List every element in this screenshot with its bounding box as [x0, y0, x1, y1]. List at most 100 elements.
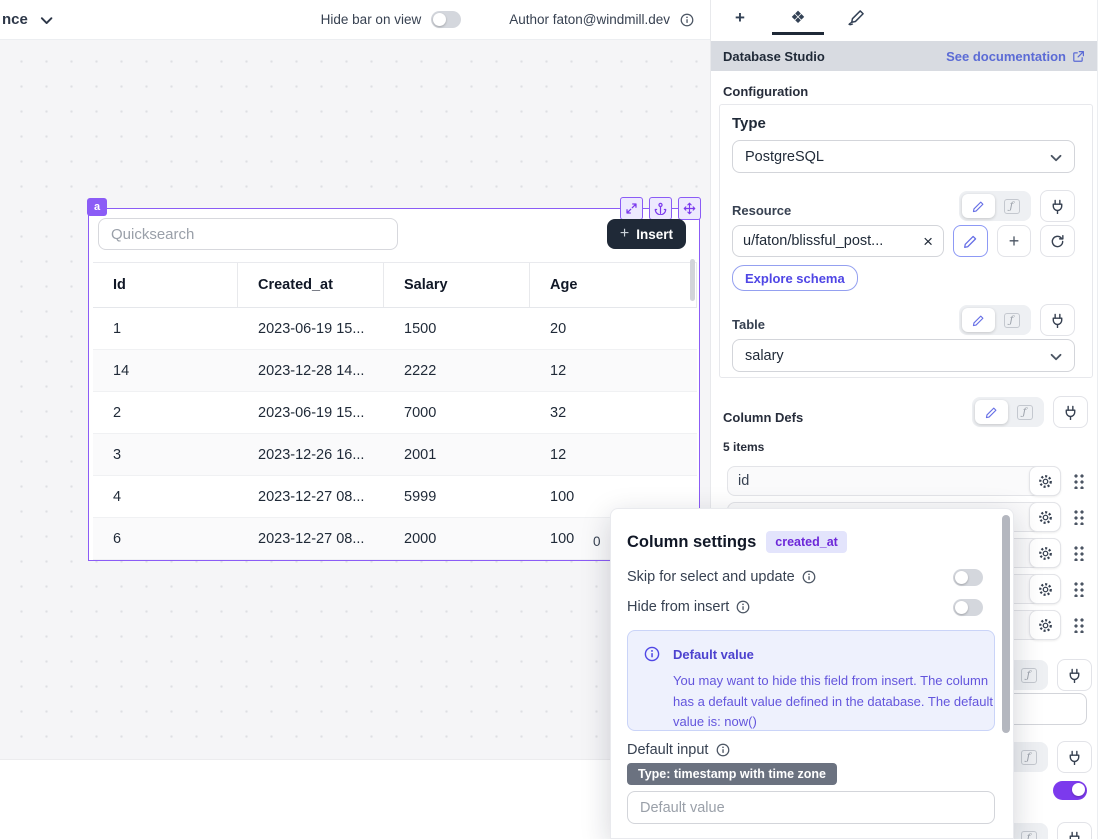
explore-schema-button[interactable]: Explore schema [732, 265, 858, 291]
drag-handle[interactable] [1073, 473, 1085, 489]
table-cell: 14 [113, 362, 130, 379]
column-def-settings-button[interactable] [1029, 466, 1061, 496]
pencil-icon [985, 407, 997, 418]
table-header-cell[interactable]: Created_at [238, 263, 384, 307]
quicksearch-input[interactable] [98, 218, 398, 250]
connect-button[interactable] [1057, 659, 1092, 691]
settings-panel: + ❖ Database Studio See documentation Co… [710, 0, 1098, 839]
table-header-cell[interactable]: Salary [384, 263, 530, 307]
table-cell: 2023-12-28 14... [258, 362, 365, 379]
popup-scrollbar[interactable] [1002, 515, 1010, 733]
table-header-cell[interactable]: Id [93, 263, 238, 307]
author-info-icon[interactable] [680, 13, 694, 27]
table-row[interactable]: 3 2023-12-26 16... 2001 12 [93, 434, 697, 476]
table-cell: 100 [550, 530, 575, 547]
table-header-cell[interactable]: Age [530, 263, 697, 307]
column-defs-eval-mode-button[interactable]: ƒ [1008, 400, 1041, 424]
skip-select-update-label: Skip for select and update [627, 569, 795, 585]
column-def-settings-button[interactable] [1029, 538, 1061, 568]
eval-mode-button[interactable]: ƒ [1012, 745, 1045, 769]
column-def-item: id [727, 466, 1087, 496]
plug-icon [1052, 313, 1063, 328]
see-documentation-link[interactable]: See documentation [946, 49, 1085, 64]
config-toggle-on[interactable] [1053, 781, 1087, 800]
panel-tabs: + ❖ [711, 0, 1097, 35]
app-name-truncated: nce [2, 11, 28, 28]
expand-component-button[interactable] [620, 197, 643, 220]
connect-button[interactable] [1057, 822, 1092, 839]
connect-button[interactable] [1057, 741, 1092, 773]
plug-icon [1069, 831, 1080, 839]
column-def-field[interactable]: id [727, 466, 1061, 496]
info-icon[interactable] [802, 570, 816, 584]
table-mode-pillgroup: ƒ [959, 305, 1031, 335]
table-row[interactable]: 14 2023-12-28 14... 2222 12 [93, 350, 697, 392]
resource-input[interactable]: u/faton/blissful_post... × [732, 225, 945, 257]
configuration-label: Configuration [723, 84, 809, 99]
component-id-tag: a [87, 198, 107, 216]
resource-static-mode-button[interactable] [962, 194, 995, 218]
drag-handle[interactable] [1073, 617, 1085, 633]
table-cell: 7000 [404, 404, 437, 421]
hide-from-insert-toggle[interactable] [953, 598, 983, 616]
resource-eval-mode-button[interactable]: ƒ [995, 194, 1028, 218]
table-static-mode-button[interactable] [962, 308, 995, 332]
drag-handle[interactable] [1073, 581, 1085, 597]
default-value-input[interactable] [627, 791, 995, 824]
app-name-selector[interactable]: nce [0, 11, 53, 28]
paintbrush-icon [847, 10, 864, 26]
function-icon: ƒ [1016, 404, 1033, 420]
add-resource-button[interactable]: + [996, 225, 1032, 257]
table-eval-mode-button[interactable]: ƒ [995, 308, 1028, 332]
table-row[interactable]: 2 2023-06-19 15... 7000 32 [93, 392, 697, 434]
clear-resource-icon[interactable]: × [923, 231, 934, 251]
table-cell: 2023-06-19 15... [258, 404, 365, 421]
skip-select-update-toggle[interactable] [953, 568, 983, 586]
table-cell: 2000 [404, 530, 437, 547]
column-def-settings-button[interactable] [1029, 610, 1061, 640]
insert-button[interactable]: + Insert [606, 219, 686, 249]
gear-icon [1038, 546, 1052, 560]
plus-icon: + [619, 225, 630, 242]
eval-mode-button[interactable]: ƒ [1012, 826, 1045, 839]
table-cell: 20 [550, 320, 567, 337]
column-defs-connect-button[interactable] [1053, 396, 1088, 428]
gear-icon [1038, 582, 1052, 596]
drag-handle[interactable] [1073, 545, 1085, 561]
table-cell: 4 [113, 488, 122, 505]
type-select[interactable]: PostgreSQL [732, 140, 1075, 173]
column-def-settings-button[interactable] [1029, 502, 1061, 532]
tab-styling[interactable] [827, 0, 885, 35]
expand-icon [626, 203, 637, 214]
anchor-component-button[interactable] [649, 197, 672, 220]
table-connect-button[interactable] [1040, 304, 1075, 336]
column-defs-static-mode-button[interactable] [975, 400, 1008, 424]
gear-icon [1038, 510, 1052, 524]
resource-connect-button[interactable] [1040, 190, 1075, 222]
items-count-label: 5 items [723, 440, 765, 454]
hide-bar-toggle[interactable] [431, 11, 462, 28]
table-row[interactable]: 6 2023-12-27 08... 2000 100 [93, 518, 697, 560]
hide-from-insert-row: Hide from insert [627, 597, 995, 617]
refresh-resource-button[interactable] [1040, 225, 1075, 257]
info-icon[interactable] [716, 743, 730, 757]
info-icon[interactable] [736, 600, 750, 614]
column-def-settings-button[interactable] [1029, 574, 1061, 604]
tab-add-component[interactable]: + [711, 0, 769, 35]
panel-header: Database Studio See documentation [711, 41, 1097, 71]
move-component-button[interactable] [678, 197, 701, 220]
table-select[interactable]: salary [732, 339, 1075, 372]
configuration-card: Type PostgreSQL Resource ƒ [719, 104, 1093, 378]
table-scrollbar[interactable] [690, 259, 695, 301]
table-row[interactable]: 1 2023-06-19 15... 1500 20 [93, 308, 697, 350]
table-cell: 1 [113, 320, 122, 337]
edit-resource-button[interactable] [953, 225, 988, 257]
tab-component-settings[interactable]: ❖ [769, 0, 827, 35]
anchor-icon [654, 202, 667, 215]
plug-icon [1065, 405, 1076, 420]
eval-mode-button[interactable]: ƒ [1012, 663, 1045, 687]
resource-mode-pillgroup: ƒ [959, 191, 1031, 221]
table-row[interactable]: 4 2023-12-27 08... 5999 100 [93, 476, 697, 518]
drag-handle[interactable] [1073, 509, 1085, 525]
